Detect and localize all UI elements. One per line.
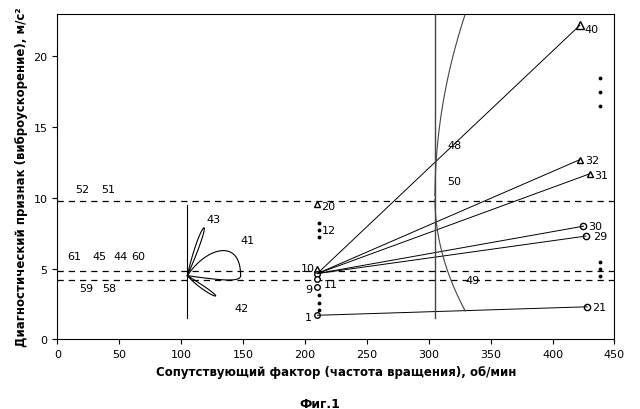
- Text: 31: 31: [595, 171, 609, 181]
- Text: 49: 49: [466, 275, 480, 285]
- Text: 44: 44: [113, 251, 127, 261]
- Text: 61: 61: [67, 251, 81, 261]
- Text: 11: 11: [324, 279, 337, 289]
- Text: 58: 58: [102, 283, 116, 294]
- Text: 41: 41: [241, 236, 255, 245]
- Text: 42: 42: [234, 303, 249, 313]
- Text: 45: 45: [92, 251, 106, 261]
- Text: 59: 59: [80, 283, 94, 294]
- Text: 29: 29: [593, 231, 607, 241]
- Text: 9: 9: [305, 284, 312, 294]
- Text: Фиг.1: Фиг.1: [300, 397, 340, 409]
- Text: 32: 32: [585, 155, 599, 165]
- Text: 21: 21: [592, 302, 606, 312]
- Text: 12: 12: [323, 226, 337, 236]
- Text: 30: 30: [588, 221, 602, 231]
- Text: 10: 10: [301, 263, 316, 273]
- Text: 48: 48: [447, 141, 461, 151]
- X-axis label: Сопутствующий фактор (частота вращения), об/мин: Сопутствующий фактор (частота вращения),…: [156, 365, 516, 378]
- Text: 50: 50: [447, 176, 461, 186]
- Text: 43: 43: [206, 214, 220, 225]
- Text: 40: 40: [585, 25, 599, 35]
- Y-axis label: Диагностический признак (виброускорение), м/с²: Диагностический признак (виброускорение)…: [15, 8, 28, 346]
- Text: 52: 52: [75, 185, 89, 195]
- Text: 20: 20: [321, 202, 335, 212]
- Text: 51: 51: [100, 185, 115, 195]
- Text: 1: 1: [305, 312, 312, 322]
- Text: 60: 60: [132, 251, 146, 261]
